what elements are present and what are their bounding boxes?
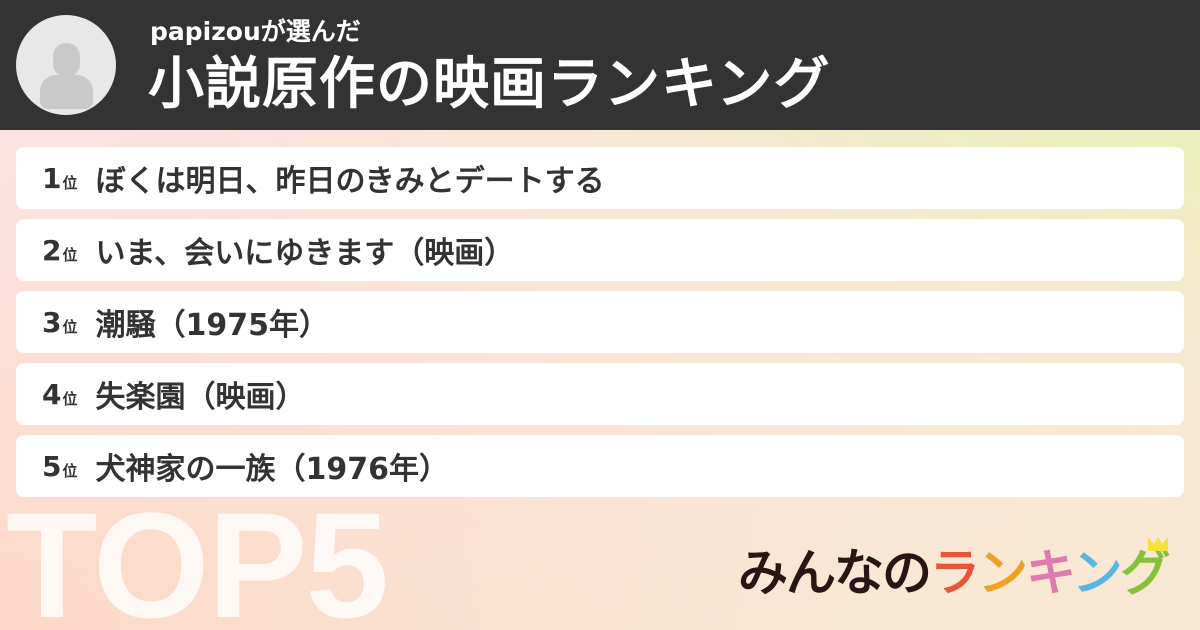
rank-number: 5位 bbox=[42, 449, 78, 483]
ranking-row[interactable]: 1位 ぼくは明日、昨日のきみとデートする bbox=[16, 147, 1184, 209]
site-logo: みんなのランキング bbox=[738, 544, 1171, 602]
rank-number: 2位 bbox=[42, 233, 78, 267]
header: papizouが選んだ 小説原作の映画ランキング bbox=[0, 0, 1200, 130]
ranking-row[interactable]: 2位 いま、会いにゆきます（映画） bbox=[16, 219, 1184, 281]
rank-number: 4位 bbox=[42, 377, 78, 411]
ranking-item-name: 犬神家の一族（1976年） bbox=[95, 452, 450, 487]
ranking-row[interactable]: 4位 失楽園（映画） bbox=[16, 363, 1184, 425]
rank-number: 3位 bbox=[42, 305, 78, 339]
avatar bbox=[16, 15, 116, 115]
ranking-item-name: ぼくは明日、昨日のきみとデートする bbox=[95, 164, 605, 199]
page-title: 小説原作の映画ランキング bbox=[148, 52, 831, 117]
ranking-item-name: 潮騒（1975年） bbox=[95, 308, 330, 343]
ranking-row[interactable]: 5位 犬神家の一族（1976年） bbox=[16, 435, 1184, 497]
subtitle: papizouが選んだ bbox=[150, 17, 361, 46]
ranking-item-name: 失楽園（映画） bbox=[95, 380, 306, 415]
user-silhouette-icon bbox=[53, 43, 80, 77]
rank-number: 1位 bbox=[42, 161, 78, 195]
top5-label: TOP5 bbox=[6, 481, 389, 630]
ranking-item-name: いま、会いにゆきます（映画） bbox=[95, 236, 515, 271]
ranking-row[interactable]: 3位 潮騒（1975年） bbox=[16, 291, 1184, 353]
user-silhouette-body bbox=[40, 75, 93, 109]
